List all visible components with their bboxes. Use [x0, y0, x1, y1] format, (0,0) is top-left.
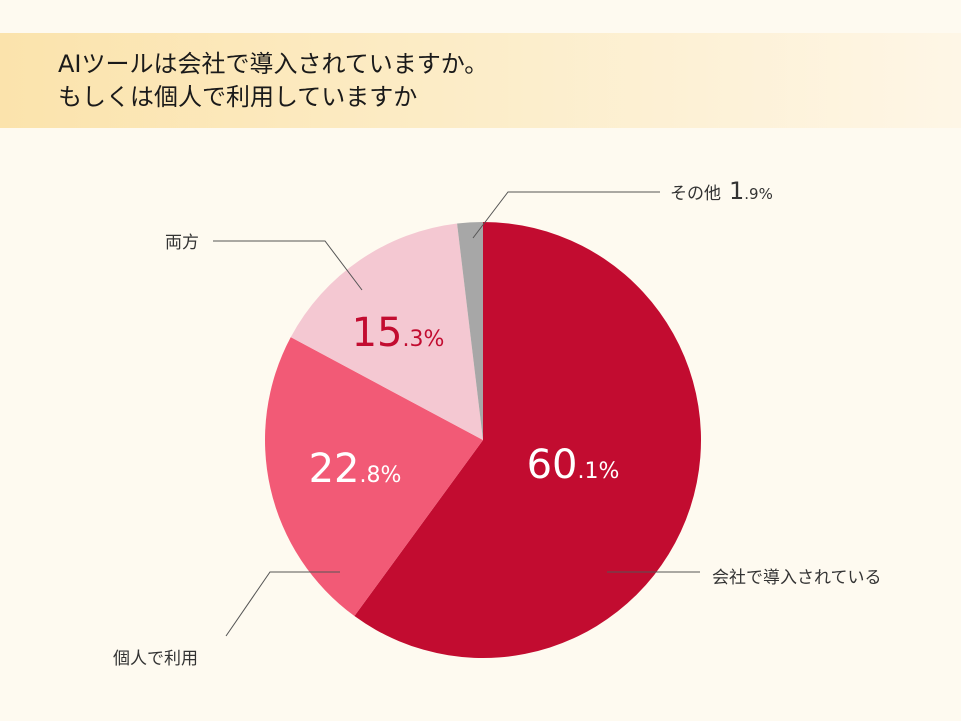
chart-title: AIツールは会社で導入されていますか。 もしくは個人で利用していますか	[58, 48, 488, 114]
leader-line-personal	[225, 571, 340, 637]
category-label-both: 両方	[165, 233, 199, 253]
pie-slice-both	[290, 223, 483, 440]
pct-label-personal: 22.8%	[309, 446, 402, 492]
pct-label-both: 15.3%	[352, 310, 445, 356]
pie-slice-company	[354, 222, 702, 658]
pie-slice-other	[457, 222, 483, 440]
category-label-personal: 個人で利用	[113, 649, 198, 669]
pie-slice-personal	[265, 337, 483, 617]
category-label-other: その他 1.9%	[670, 177, 773, 205]
chart-title-line-1: AIツールは会社で導入されていますか。	[58, 50, 489, 78]
pie-slices	[265, 222, 702, 658]
leader-line-both	[213, 240, 363, 291]
pct-label-company: 60.1%	[527, 442, 620, 488]
title-banner	[0, 33, 961, 128]
chart-title-line-2: もしくは個人で利用していますか	[58, 83, 418, 111]
leader-line-other	[472, 191, 660, 239]
category-label-company: 会社で導入されている	[712, 568, 882, 588]
leader-lines	[213, 191, 700, 637]
